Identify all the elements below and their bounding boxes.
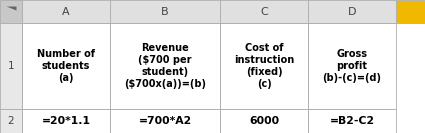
- Bar: [110, 109, 220, 133]
- Text: 1: 1: [8, 61, 14, 71]
- Text: =B2-C2: =B2-C2: [329, 116, 374, 126]
- Bar: [0, 23, 22, 109]
- Bar: [22, 0, 110, 23]
- Bar: [308, 0, 396, 23]
- Bar: [308, 109, 396, 133]
- Bar: [0, 0, 22, 23]
- Bar: [220, 0, 308, 23]
- Bar: [220, 109, 308, 133]
- Bar: [22, 109, 110, 133]
- Bar: [220, 0, 308, 23]
- Text: =20*1.1: =20*1.1: [42, 116, 91, 126]
- Text: Cost of
instruction
(fixed)
(c): Cost of instruction (fixed) (c): [234, 43, 294, 89]
- Bar: [308, 109, 396, 133]
- Bar: [22, 23, 110, 109]
- Bar: [110, 23, 220, 109]
- Text: 6000: 6000: [249, 116, 279, 126]
- Text: C: C: [260, 7, 268, 17]
- Bar: [396, 0, 425, 23]
- Polygon shape: [7, 7, 17, 11]
- Bar: [220, 23, 308, 109]
- Bar: [0, 23, 22, 109]
- Text: B: B: [161, 7, 169, 17]
- Bar: [110, 0, 220, 23]
- Bar: [220, 23, 308, 109]
- Bar: [308, 23, 396, 109]
- Text: 2: 2: [8, 116, 14, 126]
- Bar: [22, 23, 110, 109]
- Bar: [0, 109, 22, 133]
- Bar: [0, 109, 22, 133]
- Text: Revenue
($700 per
student)
($700x(a))=(b): Revenue ($700 per student) ($700x(a))=(b…: [124, 43, 206, 89]
- Text: Gross
profit
(b)-(c)=(d): Gross profit (b)-(c)=(d): [323, 49, 382, 83]
- Bar: [22, 0, 110, 23]
- Bar: [110, 109, 220, 133]
- Bar: [22, 109, 110, 133]
- Bar: [220, 109, 308, 133]
- Bar: [308, 23, 396, 109]
- Bar: [308, 0, 396, 23]
- Text: A: A: [62, 7, 70, 17]
- Text: Number of
students
(a): Number of students (a): [37, 49, 95, 83]
- Bar: [110, 23, 220, 109]
- Text: =700*A2: =700*A2: [139, 116, 192, 126]
- Bar: [110, 0, 220, 23]
- Text: D: D: [348, 7, 356, 17]
- Bar: [0, 0, 22, 23]
